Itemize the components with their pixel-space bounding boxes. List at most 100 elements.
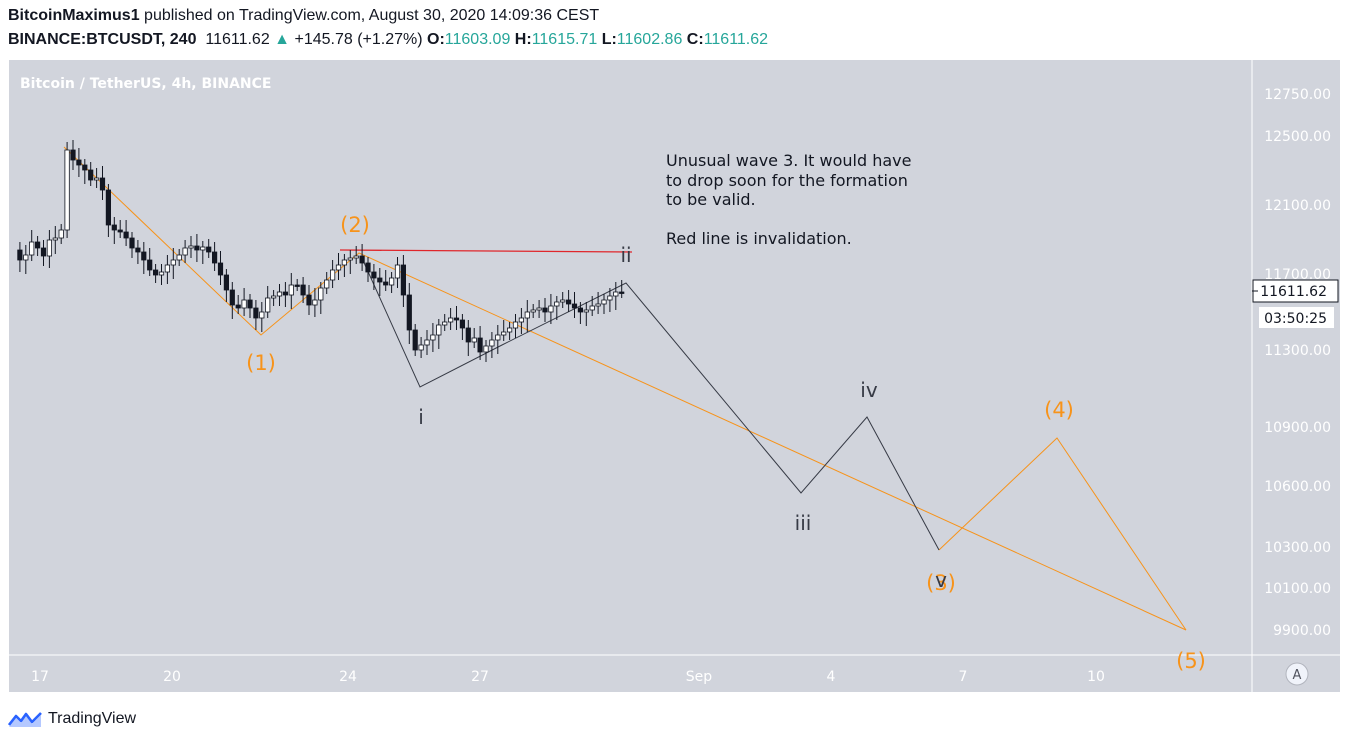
candle-down [453, 317, 460, 321]
y-tick-label: 10100.00 [1264, 581, 1331, 597]
candle-down [217, 262, 224, 276]
low-label: L: [601, 31, 617, 48]
candle-up [52, 237, 58, 241]
countdown-text: 03:50:25 [1264, 311, 1327, 327]
candle-down [365, 262, 371, 273]
wave-label-1: (1) [246, 351, 276, 375]
candle-down [82, 164, 88, 171]
candle-down [359, 255, 365, 264]
chart-title: Bitcoin / TetherUS, 4h, BINANCE [20, 76, 271, 92]
y-tick-label: 10900.00 [1264, 420, 1331, 436]
low-value: 11602.86 [616, 31, 683, 48]
candle-up [560, 299, 566, 303]
chart-area[interactable]: Bitcoin / TetherUS, 4h, BINANCE 12750.00… [9, 60, 1340, 692]
candle-down [253, 307, 259, 319]
candle-up [288, 284, 294, 296]
candle-up [241, 299, 247, 309]
x-tick-label: Sep [686, 669, 713, 685]
candle-down [229, 289, 235, 306]
candle-down [412, 329, 418, 351]
candle-down [17, 249, 23, 261]
candle-up [324, 279, 330, 289]
candle-down [400, 264, 407, 296]
x-tick-label: 17 [31, 669, 49, 685]
candle-down [99, 177, 106, 191]
wave-line-minor[interactable] [360, 255, 940, 551]
candles [17, 140, 625, 362]
wave-label-i: i [418, 405, 424, 429]
candle-up [530, 309, 536, 313]
candle-down [147, 259, 153, 271]
auto-scale-label: A [1293, 668, 1302, 683]
candle-up [607, 295, 613, 301]
candle-down [577, 307, 584, 313]
candle-down [235, 304, 241, 309]
candle-up [341, 259, 348, 266]
x-tick-label: 27 [471, 669, 489, 685]
high-label: H: [514, 31, 532, 48]
candle-down [211, 251, 218, 264]
candle-up [164, 264, 170, 273]
candle-down [542, 307, 548, 313]
candle-up [335, 264, 342, 271]
annotation-line-2: to drop soon for the formation [666, 171, 908, 190]
candle-down [123, 231, 129, 239]
price-axis[interactable] [1252, 60, 1340, 692]
candle-up [259, 311, 265, 319]
chart-svg[interactable]: Bitcoin / TetherUS, 4h, BINANCE 12750.00… [9, 60, 1340, 692]
candle-down [135, 247, 141, 253]
candle-down [194, 245, 200, 251]
candle-up [347, 257, 353, 261]
countdown-badge [1259, 307, 1334, 328]
candle-down [477, 337, 483, 353]
wave-label-iv: iv [860, 378, 878, 402]
published-text: published on TradingView.com, August 30,… [139, 7, 600, 24]
candle-down [117, 229, 123, 233]
candle-up [430, 334, 436, 341]
publish-header: BitcoinMaximus1 published on TradingView… [8, 7, 599, 25]
open-label: O: [427, 31, 445, 48]
candle-down [371, 271, 377, 279]
candle-down [111, 224, 117, 231]
high-value: 11615.71 [531, 31, 598, 48]
wave-label-4: (4) [1044, 398, 1074, 422]
footer-brand[interactable]: TradingView [8, 707, 136, 731]
candle-up [595, 303, 601, 307]
x-tick-label: 4 [827, 669, 836, 685]
auto-scale-button[interactable] [1285, 662, 1309, 686]
time-axis[interactable] [9, 655, 1252, 692]
candle-up [329, 269, 336, 281]
wave-line-orange-continuation[interactable] [938, 437, 1187, 631]
candle-up [64, 149, 70, 231]
candle-down [571, 303, 578, 309]
candle-up [176, 254, 182, 261]
candle-down [88, 169, 94, 181]
annotation-text[interactable]: Unusual wave 3. It would have to drop so… [666, 151, 911, 248]
wave-line-orange-projection[interactable] [63, 146, 1187, 631]
candle-up [442, 321, 448, 326]
candle-up [188, 245, 194, 249]
candle-down [34, 241, 41, 249]
candle-down [294, 284, 300, 287]
candle-up [512, 321, 519, 329]
candle-up [353, 255, 359, 259]
candle-up [447, 317, 454, 323]
candle-down [152, 269, 159, 276]
candle-down [566, 299, 572, 305]
invalidation-line[interactable] [339, 249, 633, 253]
candle-up [601, 299, 607, 305]
candle-up [200, 246, 206, 251]
candle-up [536, 307, 542, 311]
candle-up [424, 339, 430, 346]
wave-label-2: (2) [340, 213, 370, 237]
author-name[interactable]: BitcoinMaximus1 [8, 7, 140, 24]
annotation-line-1: Unusual wave 3. It would have [666, 151, 911, 170]
candle-down [300, 284, 306, 296]
candle-down [465, 327, 471, 343]
candle-up [46, 239, 53, 257]
y-tick-label: 9900.00 [1273, 623, 1331, 639]
candle-up [265, 297, 271, 313]
price-change: +145.78 (+1.27%) [294, 31, 423, 48]
candle-up [276, 291, 283, 297]
close-label: C: [686, 31, 704, 48]
